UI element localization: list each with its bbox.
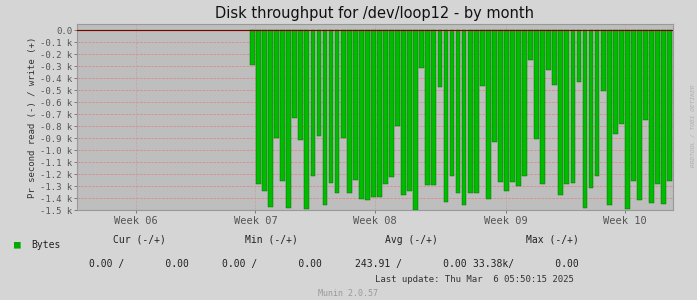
Bar <box>461 30 466 205</box>
Bar <box>280 30 285 181</box>
Bar <box>480 30 484 86</box>
Bar <box>262 30 267 190</box>
Bar <box>661 30 666 204</box>
Bar <box>298 30 303 140</box>
Bar <box>631 30 636 181</box>
Bar <box>323 30 328 205</box>
Bar <box>510 30 515 182</box>
Text: Min (-/+): Min (-/+) <box>245 235 298 245</box>
Bar <box>347 30 351 193</box>
Bar <box>353 30 358 180</box>
Bar <box>256 30 261 184</box>
Bar <box>553 30 557 85</box>
Bar <box>359 30 364 199</box>
Bar <box>365 30 369 200</box>
Bar <box>601 30 606 91</box>
Bar <box>613 30 618 134</box>
Bar <box>250 30 255 64</box>
Y-axis label: Pr second read (-) / write (+): Pr second read (-) / write (+) <box>29 36 38 198</box>
Bar <box>395 30 400 126</box>
Bar <box>468 30 473 193</box>
Bar <box>546 30 551 70</box>
Bar <box>619 30 624 124</box>
Bar <box>583 30 588 208</box>
Text: ■: ■ <box>14 239 21 250</box>
Bar <box>456 30 461 193</box>
Bar <box>275 30 279 138</box>
Text: Avg (-/+): Avg (-/+) <box>385 235 438 245</box>
Bar <box>637 30 642 200</box>
Bar <box>625 30 629 209</box>
Text: RRDTOOL / TOBI OETIKER: RRDTOOL / TOBI OETIKER <box>691 85 696 167</box>
Text: 33.38k/       0.00: 33.38k/ 0.00 <box>473 259 579 269</box>
Bar <box>516 30 521 186</box>
Bar <box>595 30 599 176</box>
Bar <box>377 30 382 197</box>
Bar <box>425 30 430 185</box>
Bar <box>528 30 533 60</box>
Bar <box>576 30 581 82</box>
Text: 0.00 /       0.00: 0.00 / 0.00 <box>222 259 322 269</box>
Bar <box>335 30 339 193</box>
Bar <box>498 30 503 182</box>
Bar <box>649 30 654 203</box>
Title: Disk throughput for /dev/loop12 - by month: Disk throughput for /dev/loop12 - by mon… <box>215 6 534 21</box>
Bar <box>268 30 273 207</box>
Bar <box>305 30 309 209</box>
Bar <box>341 30 346 138</box>
Bar <box>401 30 406 195</box>
Text: Cur (-/+): Cur (-/+) <box>113 235 166 245</box>
Bar <box>643 30 648 120</box>
Bar <box>534 30 539 139</box>
Bar <box>492 30 497 142</box>
Bar <box>522 30 527 176</box>
Bar <box>667 30 672 181</box>
Bar <box>504 30 509 191</box>
Bar <box>329 30 333 183</box>
Bar <box>589 30 593 188</box>
Text: Munin 2.0.57: Munin 2.0.57 <box>319 290 378 298</box>
Bar <box>655 30 660 184</box>
Bar <box>413 30 418 210</box>
Text: 0.00 /       0.00: 0.00 / 0.00 <box>89 259 190 269</box>
Bar <box>293 30 297 118</box>
Bar <box>286 30 291 208</box>
Bar <box>450 30 454 176</box>
Text: Bytes: Bytes <box>31 239 61 250</box>
Text: Last update: Thu Mar  6 05:50:15 2025: Last update: Thu Mar 6 05:50:15 2025 <box>374 274 574 284</box>
Bar <box>474 30 479 193</box>
Bar <box>486 30 491 199</box>
Bar <box>571 30 575 183</box>
Text: Max (-/+): Max (-/+) <box>526 235 579 245</box>
Bar <box>407 30 412 191</box>
Bar <box>371 30 376 197</box>
Text: 243.91 /       0.00: 243.91 / 0.00 <box>355 259 467 269</box>
Bar <box>607 30 611 205</box>
Bar <box>438 30 443 87</box>
Bar <box>540 30 545 184</box>
Bar <box>565 30 569 184</box>
Bar <box>383 30 388 184</box>
Bar <box>443 30 448 202</box>
Bar <box>420 30 424 68</box>
Bar <box>389 30 394 177</box>
Bar <box>316 30 321 136</box>
Bar <box>311 30 315 176</box>
Bar <box>558 30 563 195</box>
Bar <box>431 30 436 185</box>
